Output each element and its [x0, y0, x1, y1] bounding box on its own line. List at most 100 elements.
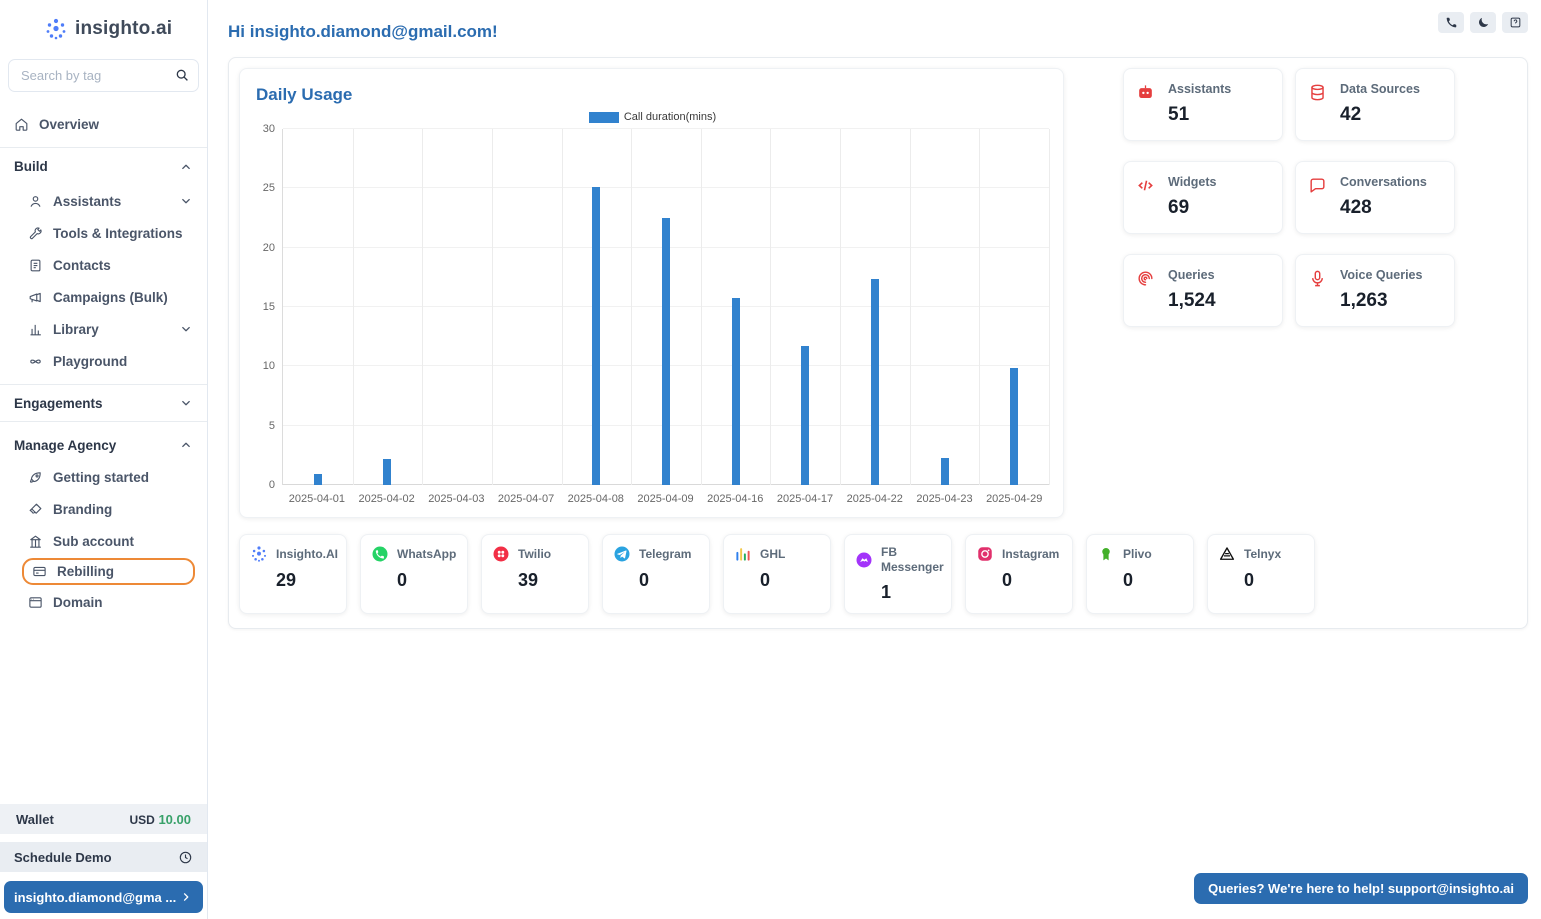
channel-label: Telegram — [639, 546, 692, 561]
insighto-icon — [250, 545, 268, 563]
sidebar-item-rebilling[interactable]: Rebilling — [22, 558, 195, 585]
channel-value: 0 — [397, 570, 408, 590]
h-gridline — [283, 128, 1049, 129]
legend-label: Call duration(mins) — [623, 111, 717, 123]
sidebar-item-label: Library — [53, 321, 99, 337]
sidebar-item-label: Campaigns (Bulk) — [53, 289, 168, 305]
sidebar-item-branding[interactable]: Branding — [0, 493, 207, 525]
channel-label: Telnyx — [1244, 546, 1282, 561]
legend-swatch — [588, 111, 619, 123]
v-gridline — [700, 129, 702, 485]
x-tick-label: 2025-04-29 — [986, 493, 1043, 505]
channel-value: 0 — [639, 570, 650, 590]
phone-button[interactable] — [1438, 12, 1464, 33]
twilio-icon — [492, 545, 510, 563]
sidebar-item-library[interactable]: Library — [0, 313, 207, 345]
infinity-icon — [28, 354, 43, 369]
dashboard-panel: Daily Usage Call duration(mins) 0 5 10 15 20… — [228, 57, 1528, 629]
sidebar-item-engagements[interactable]: Engagements — [0, 384, 207, 422]
schedule-demo-label: Schedule Demo — [14, 849, 112, 865]
stat-value: 1,263 — [1340, 290, 1388, 311]
channel-value: 0 — [1244, 570, 1255, 590]
channel-label: Twilio — [518, 546, 552, 561]
channel-card-fb-messenger: FB Messenger 1 — [844, 534, 952, 614]
sidebar-item-overview[interactable]: Overview — [0, 108, 207, 140]
sidebar-item-domain[interactable]: Domain — [0, 586, 207, 618]
main-content: Hi insighto.diamond@gmail.com! Daily Usa… — [208, 0, 1541, 919]
greeting: Hi insighto.diamond@gmail.com! — [228, 22, 498, 41]
logo-text: insighto.ai — [75, 18, 173, 39]
y-tick-label: 5 — [268, 419, 275, 432]
stat-label: Data Sources — [1340, 82, 1420, 96]
stat-value: 69 — [1168, 197, 1190, 218]
bar-2025-04-29 — [1010, 367, 1019, 485]
y-tick-label: 25 — [262, 182, 275, 195]
account-button[interactable]: insighto.diamond@gma ... — [4, 881, 203, 913]
help-button[interactable] — [1502, 12, 1528, 33]
schedule-demo-button[interactable]: Schedule Demo — [0, 842, 207, 872]
sidebar-item-manage-agency[interactable]: Manage Agency — [0, 429, 207, 461]
sidebar-item-campaigns-bulk[interactable]: Campaigns (Bulk) — [0, 281, 207, 313]
stat-value: 42 — [1340, 104, 1362, 125]
sidebar-nav: Overview Build Assistants Tools & Integrati… — [0, 106, 207, 804]
queries-icon — [1136, 269, 1155, 288]
y-tick-label: 0 — [268, 479, 275, 491]
logo: insighto.ai — [0, 0, 207, 51]
insighto-logo-icon — [44, 17, 68, 41]
phone-icon — [1445, 16, 1458, 29]
stat-card-assistants: Assistants 51 — [1123, 68, 1283, 141]
whatsapp-icon — [371, 545, 389, 563]
channel-card-ghl: GHL 0 — [723, 534, 831, 614]
support-button[interactable]: Queries? We're here to help! support@ins… — [1194, 873, 1528, 904]
channel-value: 1 — [881, 582, 892, 602]
sidebar-item-assistants[interactable]: Assistants — [0, 185, 207, 217]
search-input[interactable] — [8, 59, 199, 92]
assistants-icon — [1136, 83, 1155, 102]
rocket-icon — [28, 470, 43, 485]
wallet-amount: 10.00 — [158, 811, 191, 827]
chart-bars — [283, 129, 1049, 485]
search-icon — [174, 67, 190, 83]
chart-legend[interactable]: Call duration(mins) — [256, 111, 1049, 123]
database-icon — [1308, 83, 1327, 102]
x-tick-label: 2025-04-09 — [637, 493, 694, 505]
megaphone-icon — [28, 290, 43, 305]
sidebar-item-label: Domain — [53, 594, 103, 610]
sidebar-item-label: Engagements — [14, 395, 103, 411]
stat-label: Widgets — [1168, 175, 1217, 189]
sidebar-item-tools-integrations[interactable]: Tools & Integrations — [0, 217, 207, 249]
chevron-down-icon — [179, 322, 193, 336]
help-icon — [1509, 16, 1522, 29]
sidebar-bottom: Wallet USD 10.00 Schedule Demo insighto.… — [0, 804, 207, 919]
y-tick-label: 20 — [262, 241, 275, 254]
sidebar-item-build[interactable]: Build — [0, 147, 207, 185]
channel-card-telnyx: Telnyx 0 — [1207, 534, 1315, 614]
h-gridline — [283, 187, 1049, 189]
chat-icon — [1308, 176, 1327, 195]
channel-value: 0 — [1002, 570, 1013, 590]
dark-mode-button[interactable] — [1470, 12, 1496, 33]
wallet-row: Wallet USD 10.00 — [0, 804, 207, 834]
wallet-label: Wallet — [16, 811, 54, 827]
channel-label: FB Messenger — [881, 545, 944, 574]
clock-icon — [178, 850, 193, 865]
sidebar-item-playground[interactable]: Playground — [0, 345, 207, 377]
chart-area: 0 5 10 15 20 25 30 — [256, 123, 1050, 491]
sidebar-item-getting-started[interactable]: Getting started — [0, 461, 207, 493]
channel-label: GHL — [760, 546, 786, 561]
dashboard-top: Daily Usage Call duration(mins) 0 5 10 15 20… — [239, 68, 1517, 518]
channel-card-instagram: Instagram 0 — [965, 534, 1073, 614]
sidebar-item-label: Rebilling — [57, 564, 114, 579]
bar-2025-04-22 — [870, 278, 879, 485]
chevron-down-icon — [179, 194, 193, 208]
sidebar-item-sub-account[interactable]: Sub account — [0, 525, 207, 557]
wallet-balance: USD 10.00 — [129, 812, 191, 827]
y-tick-label: 30 — [262, 123, 275, 135]
chart-x-axis: 2025-04-01 2025-04-02 2025-04-03 2025-04-07… — [282, 485, 1049, 505]
x-tick-label: 2025-04-22 — [846, 493, 903, 505]
stat-value: 51 — [1168, 104, 1190, 125]
sidebar-item-contacts[interactable]: Contacts — [0, 249, 207, 281]
telegram-icon — [613, 545, 631, 563]
bar-2025-04-01 — [313, 474, 322, 485]
